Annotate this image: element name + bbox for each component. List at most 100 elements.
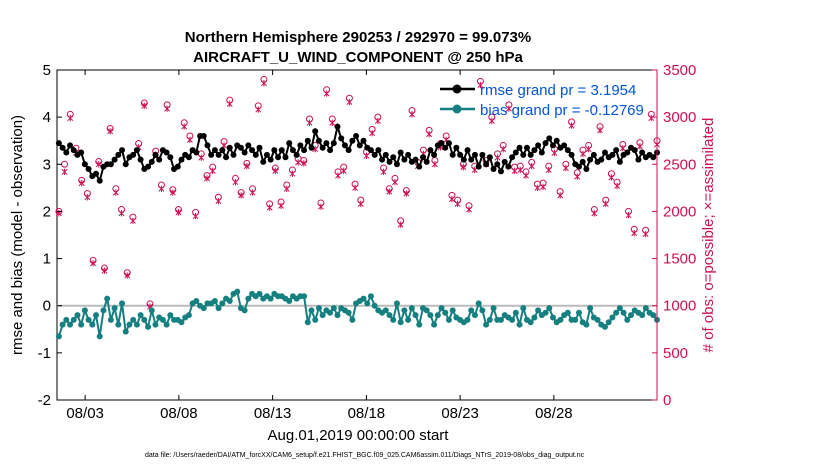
bias-point [126,321,133,328]
bias-point [211,298,218,304]
bias-point [245,295,252,302]
rmse-point [334,123,341,130]
bias-point [345,309,352,316]
obs-assimilated-point [597,127,603,134]
obs-assimilated-point [557,192,564,199]
obs-assimilated-point [397,221,404,228]
y2-tick-label: 0 [663,392,671,409]
obs-assimilated-point [289,170,296,177]
rmse-point [527,151,534,158]
rmse-point [564,147,571,154]
bias-point [301,293,308,300]
bias-point [438,305,445,312]
obs-assimilated-point [591,210,598,217]
rmse-point [535,142,542,149]
rmse-point [215,151,222,158]
rmse-point [546,135,553,142]
obs-assimilated-point [562,164,569,172]
obs-assimilated-point [460,163,467,171]
obs-assimilated-point [505,105,512,112]
rmse-point [523,144,530,151]
rmse-point [345,147,352,154]
rmse-point [330,140,337,147]
rmse-point [512,149,519,156]
obs-assimilated-point [118,210,125,217]
rmse-point [70,147,77,154]
data-file-footnote: data file: /Users/raeder/DAI/ATM_forcXX/… [145,452,585,459]
bias-point [609,314,616,321]
obs-assimilated-point [608,174,615,181]
bias-point [483,321,490,328]
obs-assimilated-point [215,197,222,205]
obs-assimilated-point [477,81,484,89]
obs-assimilated-point [636,143,643,150]
obs-assimilated-point [466,206,472,213]
rmse-point [226,144,233,151]
bias-point [549,314,556,321]
bias-point [330,305,337,312]
rmse-point [67,142,74,149]
rmse-point [78,149,85,156]
rmse-point [631,147,638,154]
y-tick-label: -1 [38,345,51,362]
obs-assimilated-point [323,90,330,97]
obs-assimilated-point [568,122,575,129]
x-axis-label: Aug.01,2019 00:00:00 start [268,427,450,444]
rmse-point [145,163,152,170]
bias-point [304,319,311,326]
bias-point [215,305,222,312]
rmse-point [501,158,508,165]
bias-point [401,307,408,314]
bias-point [479,307,486,314]
bias-point [445,316,452,323]
bias-point [163,321,170,328]
rmse-point [613,147,620,154]
rmse-point [423,158,430,165]
obs-assimilated-point [426,130,433,138]
rmse-point [509,154,516,161]
obs-assimilated-point [295,159,302,166]
bias-point [193,298,200,304]
bias-point [85,316,92,323]
y2-tick-label: 1000 [663,298,696,315]
rmse-point [457,151,464,158]
rmse-point [81,161,88,168]
obs-assimilated-point [585,146,592,153]
rmse-point [96,177,103,184]
rmse-point [460,156,467,163]
obs-assimilated-point [67,114,74,122]
rmse-point [601,149,608,156]
rmse-point [107,161,114,168]
obs-assimilated-point [574,173,581,180]
bias-point [475,300,482,307]
bias-point [152,321,159,328]
bias-point [572,316,579,323]
obs-assimilated-point [500,146,507,153]
rmse-series-layer [55,122,660,184]
rmse-point [505,163,512,170]
rmse-point [431,151,438,158]
rmse-point [315,137,322,144]
obs-assimilated-point [579,150,586,158]
obs-assimilated-point [243,162,250,170]
bias-point [601,323,608,330]
obs-assimilated-point [540,183,547,191]
obs-assimilated-point [335,172,341,179]
obs-count-layer [55,75,661,310]
obs-assimilated-point [614,182,621,190]
obs-assimilated-point [278,202,284,209]
rmse-point [122,161,129,168]
bias-point [159,316,166,323]
bias-point [509,316,516,323]
rmse-point [486,154,493,161]
rmse-point [163,149,170,156]
rmse-point [390,154,397,161]
bias-point [431,321,438,328]
obs-assimilated-point [186,136,193,143]
x-tick-label: 08/18 [348,405,386,422]
rmse-point [148,158,155,165]
bias-point [650,312,657,319]
bias-point [542,309,549,316]
rmse-point [252,151,259,158]
bias-point [516,321,523,328]
